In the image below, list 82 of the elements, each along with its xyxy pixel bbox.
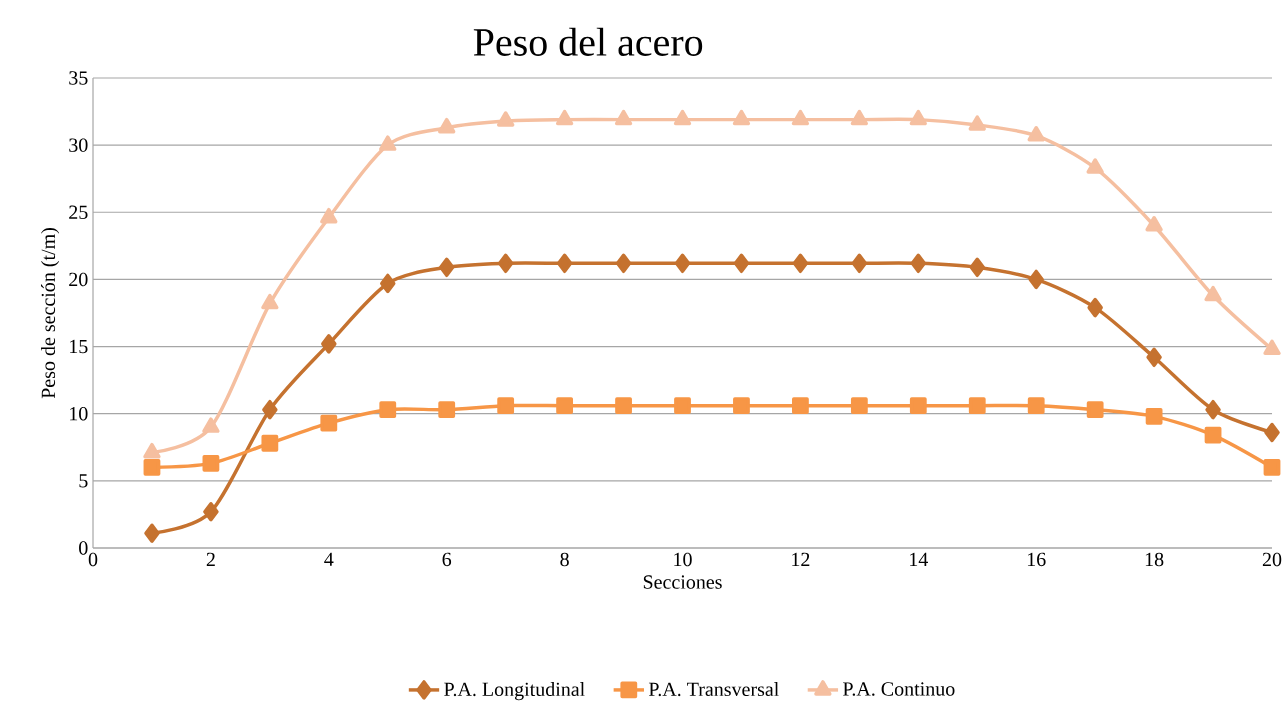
point <box>910 253 927 274</box>
point <box>497 397 515 415</box>
point <box>733 253 750 274</box>
point <box>1145 215 1163 232</box>
point <box>379 135 397 151</box>
point <box>1204 426 1222 444</box>
point <box>615 253 632 274</box>
point <box>850 109 869 126</box>
point <box>1263 459 1281 476</box>
y-tick-label: 0 <box>79 541 88 555</box>
point <box>496 111 515 127</box>
x-tick-label: 8 <box>560 552 569 567</box>
point <box>792 397 809 415</box>
y-tick-label: 25 <box>69 205 88 219</box>
chart-title: Peso del acero <box>473 27 703 56</box>
point <box>674 253 691 274</box>
x-tick-label: 6 <box>442 552 452 567</box>
point <box>1086 158 1104 174</box>
legend-label: P.A. Continuo <box>843 682 955 696</box>
x-tick-label: 20 <box>1262 552 1282 567</box>
point <box>733 397 750 415</box>
y-tick-label: 20 <box>69 272 88 287</box>
point <box>320 207 338 224</box>
point <box>321 334 337 354</box>
point <box>1146 347 1162 368</box>
point <box>1145 407 1163 425</box>
x-tick-label: 16 <box>1027 552 1046 567</box>
point <box>144 523 160 543</box>
x-tick-label: 12 <box>792 552 810 566</box>
point <box>615 397 632 415</box>
point <box>143 459 161 476</box>
point <box>1204 285 1222 302</box>
point <box>261 293 279 310</box>
y-axis-title: Peso de sección (t/m) <box>40 228 60 399</box>
point <box>438 117 456 134</box>
y-tick-label: 30 <box>69 138 88 152</box>
point <box>380 273 396 294</box>
point <box>1264 422 1280 443</box>
point <box>1028 269 1044 290</box>
legend-label: P.A. Longitudinal <box>444 682 585 701</box>
point <box>969 257 985 278</box>
x-axis-title: Secciones <box>643 575 722 589</box>
point <box>792 253 809 274</box>
point <box>850 397 868 415</box>
point <box>438 257 455 278</box>
point <box>556 397 574 415</box>
point <box>909 397 927 415</box>
y-tick-label: 5 <box>79 474 88 488</box>
point <box>1027 125 1045 142</box>
point <box>791 109 810 126</box>
point <box>262 399 278 420</box>
point <box>614 109 633 126</box>
point <box>497 253 514 274</box>
x-tick-label: 10 <box>674 552 692 567</box>
point <box>851 253 868 274</box>
y-tick-label: 35 <box>69 71 88 85</box>
y-tick-label: 10 <box>70 406 88 421</box>
point <box>968 115 986 131</box>
point <box>1027 397 1045 415</box>
point <box>732 109 751 126</box>
point <box>556 253 573 274</box>
point <box>555 109 574 126</box>
x-tick-label: 18 <box>1145 552 1164 567</box>
point <box>202 454 220 472</box>
point <box>1205 399 1221 420</box>
point <box>674 397 691 415</box>
point <box>379 401 397 419</box>
x-tick-label: 4 <box>324 552 334 566</box>
point <box>320 414 338 432</box>
point <box>673 109 692 126</box>
y-tick-label: 15 <box>70 339 88 354</box>
legend-label: P.A. Transversal <box>648 682 779 697</box>
point <box>1263 339 1281 355</box>
point <box>203 501 219 522</box>
point <box>438 401 456 419</box>
point <box>968 397 986 415</box>
point <box>1086 401 1104 419</box>
point <box>909 109 927 126</box>
x-tick-label: 14 <box>910 552 928 566</box>
point <box>1087 297 1103 318</box>
point <box>261 434 279 452</box>
x-tick-label: 2 <box>206 552 215 566</box>
